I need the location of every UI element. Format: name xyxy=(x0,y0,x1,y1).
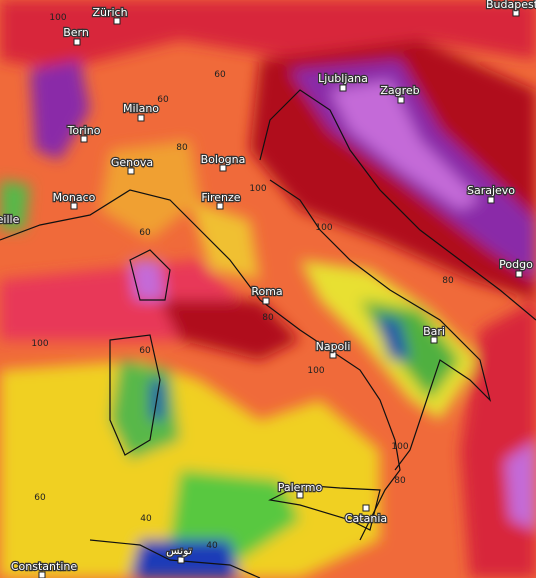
city-label: Napoli xyxy=(316,340,351,353)
contour-label: 60 xyxy=(214,70,226,80)
city-label: Firenze xyxy=(201,191,240,204)
city-marker xyxy=(397,96,405,104)
city-marker xyxy=(339,84,347,92)
contour-label: 60 xyxy=(157,95,169,105)
city-label: Zagreb xyxy=(380,84,419,97)
city-marker xyxy=(73,38,81,46)
city-label: Torino xyxy=(67,124,101,137)
coastline xyxy=(0,89,536,578)
city-marker xyxy=(38,571,46,578)
contour-label: 80 xyxy=(262,313,274,323)
contour-label: 60 xyxy=(34,493,46,503)
city-marker xyxy=(137,114,145,122)
city-label: Constantine xyxy=(11,560,77,573)
city-marker xyxy=(216,202,224,210)
city-marker xyxy=(362,504,370,512)
contour-label-layer: 100 60 60 80 100 100 80 60 80 100 60 100 100 80 60 40 40 xyxy=(31,13,454,551)
city-label: Podgo xyxy=(499,258,533,271)
city-marker xyxy=(430,336,438,344)
city-label: Sarajevo xyxy=(467,184,515,197)
city-label: Bologna xyxy=(201,153,246,166)
city-marker xyxy=(296,491,304,499)
city-label: eille xyxy=(0,213,20,226)
city-marker xyxy=(262,297,270,305)
contour-label: 40 xyxy=(206,541,218,551)
city-marker xyxy=(70,202,78,210)
contour-label: 100 xyxy=(31,339,48,349)
city-marker xyxy=(487,196,495,204)
city-marker xyxy=(512,9,520,17)
city-label: Roma xyxy=(251,285,282,298)
city-label: Milano xyxy=(123,102,159,115)
city-marker xyxy=(515,270,523,278)
contour-label: 60 xyxy=(139,228,151,238)
city-marker xyxy=(127,167,135,175)
contour-label: 100 xyxy=(49,13,66,23)
city-label: Monaco xyxy=(53,191,96,204)
city-label: تونس xyxy=(166,544,192,557)
city-label: Zürich xyxy=(92,6,127,19)
city-marker xyxy=(219,164,227,172)
city-label: Bari xyxy=(423,325,445,338)
city-marker xyxy=(329,351,337,359)
contour-label: 100 xyxy=(249,184,266,194)
contour-label: 100 xyxy=(307,366,324,376)
contour-label: 100 xyxy=(391,442,408,452)
contour-label: 40 xyxy=(140,514,152,524)
city-marker xyxy=(177,556,185,564)
city-label: Palermo xyxy=(278,481,323,494)
contour-label: 80 xyxy=(176,143,188,153)
city-label: Ljubljana xyxy=(318,72,368,85)
city-label: Bern xyxy=(63,26,89,39)
city-label: Catania xyxy=(345,512,387,525)
contour-label: 60 xyxy=(139,346,151,356)
city-label: Genova xyxy=(111,156,153,169)
contour-label: 100 xyxy=(315,223,332,233)
city-label: Budapest xyxy=(486,0,536,11)
city-marker xyxy=(113,17,121,25)
contour-label: 80 xyxy=(442,276,454,286)
city-marker xyxy=(80,135,88,143)
contour-label: 80 xyxy=(394,476,406,486)
